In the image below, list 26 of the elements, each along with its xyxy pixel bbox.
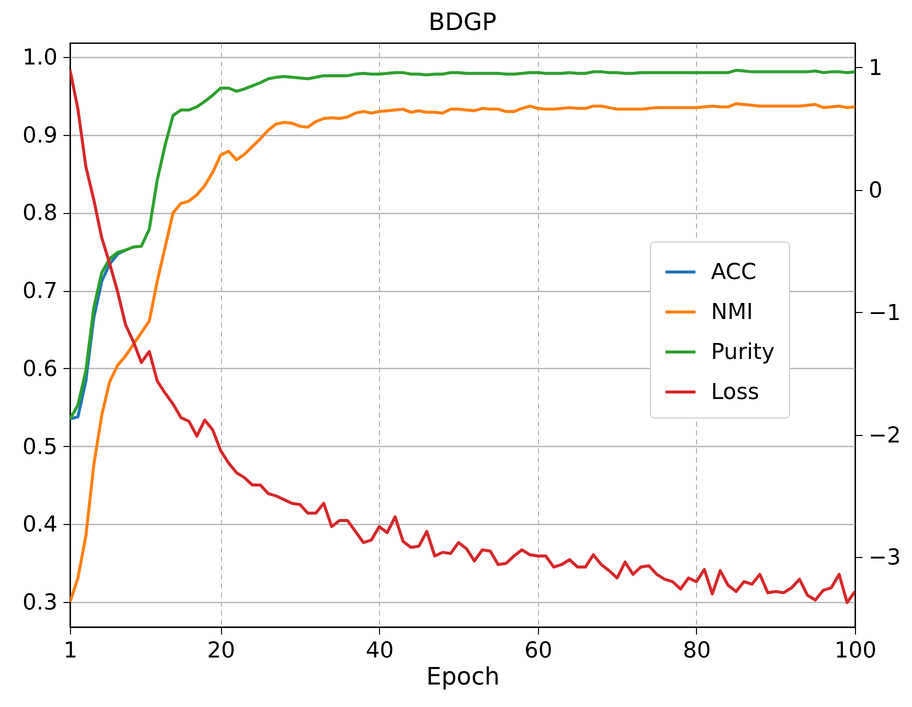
x-tick-label: 1 [64,638,78,664]
x-tick-label: 20 [207,638,236,664]
y-tick-label: 0.7 [22,279,58,304]
y2-tick-label: 1 [868,56,882,81]
x-tick-label: 60 [524,638,552,664]
y-tick-label: 1.0 [22,46,58,71]
y2-tick-label: −2 [868,423,901,448]
x-axis-title: Epoch [426,662,500,690]
y2-tick-label: 0 [868,178,882,204]
x-tick-label: 80 [682,638,711,664]
x-tick-label: 100 [834,638,876,664]
y-tick-label: 0.6 [22,356,58,382]
y-tick-label: 0.8 [22,201,58,226]
legend-label: Loss [711,380,760,406]
line-series [70,68,855,421]
legend-label: NMI [711,300,753,326]
y-tick-label: 0.4 [22,512,58,538]
chart-title: BDGP [428,8,497,36]
y-tick-label: 0.3 [22,590,58,616]
y2-tick-label: −1 [868,300,901,326]
x-tick-label: 40 [366,638,394,664]
legend-label: ACC [711,260,756,286]
y-tick-label: 0.5 [22,434,58,460]
y-tick-label: 0.9 [22,123,58,148]
y2-tick-label: −3 [868,546,901,571]
legend-label: Purity [711,340,775,366]
